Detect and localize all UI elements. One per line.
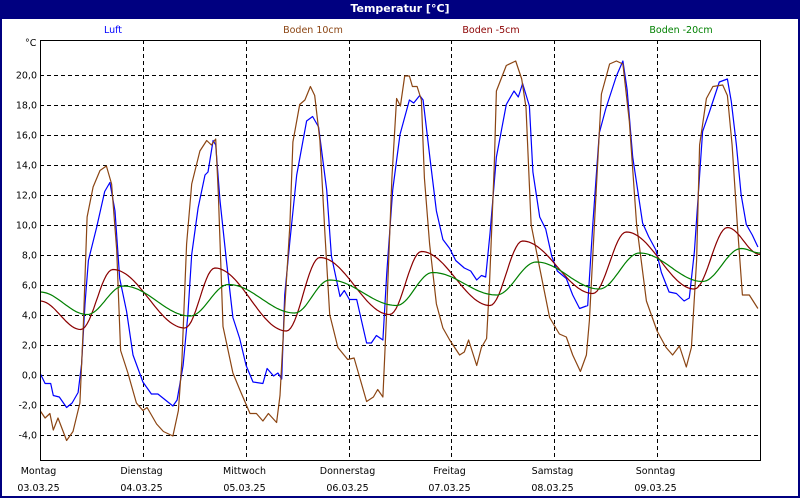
series-line-luft [40,60,759,409]
series-line-boden-5cm [40,226,761,332]
y-tick-label: 6,0 [21,280,37,291]
y-tick-label: 8,0 [21,250,37,261]
x-tick-date-label: 03.03.25 [17,483,60,494]
x-tick-day-label: Freitag [433,466,466,477]
x-tick-day-label: Dienstag [120,466,163,477]
series-lines [40,60,761,442]
series-line-boden-20cm [40,247,761,317]
series-line-boden-10cm [40,60,759,442]
x-tick-date-label: 04.03.25 [120,483,163,494]
y-tick-label: -2,0 [18,400,37,411]
x-tick-date-label: 06.03.25 [326,483,369,494]
x-tick-date-label: 05.03.25 [223,483,266,494]
legend-item-boden-10cm: Boden 10cm [283,25,343,36]
x-tick-date-label: 07.03.25 [428,483,471,494]
y-tick-label: 16,0 [15,130,37,141]
plot-area [40,40,761,461]
plot-border [40,40,761,461]
y-tick-label: 20,0 [15,70,37,81]
y-tick-label: -4,0 [18,430,37,441]
x-tick-day-label: Donnerstag [319,466,376,477]
y-tick-label: 10,0 [15,220,37,231]
x-tick-day-label: Sonntag [635,466,676,477]
legend-item-boden-5cm: Boden -5cm [462,25,520,36]
y-tick-label: 2,0 [21,340,37,351]
x-tick-day-label: Samstag [531,466,574,477]
x-tick-date-label: 09.03.25 [634,483,677,494]
window-title: Temperatur [°C] [0,0,800,19]
x-tick-day-label: Mittwoch [222,466,267,477]
legend-item-boden-20cm: Boden -20cm [649,25,713,36]
x-tick-day-label: Montag [20,466,57,477]
x-tick-date-label: 08.03.25 [531,483,574,494]
y-tick-label: 0,0 [21,370,37,381]
y-tick-label: 14,0 [15,160,37,171]
y-axis-unit-label: °C [25,38,37,49]
legend-item-luft: Luft [103,25,123,36]
y-tick-label: 18,0 [15,100,37,111]
y-tick-label: 12,0 [15,190,37,201]
y-tick-label: 4,0 [21,310,37,321]
